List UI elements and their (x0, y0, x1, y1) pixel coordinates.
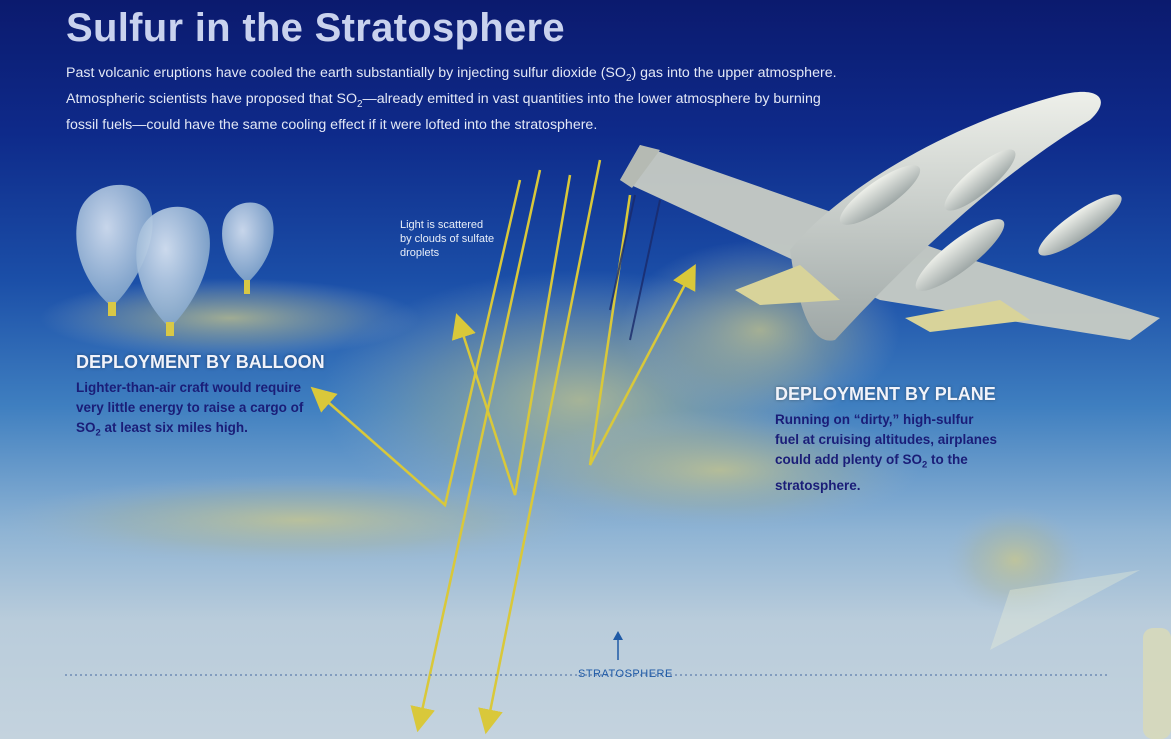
plane-heading: DEPLOYMENT BY PLANE (775, 384, 996, 404)
intro-text: Past volcanic eruptions have cooled the … (66, 65, 837, 133)
balloon-3 (222, 202, 274, 294)
balloon-2 (136, 206, 210, 336)
airplane (620, 91, 1160, 341)
corner-object (1143, 628, 1171, 739)
plane-description: Running on “dirty,” high-sulfur fuel at … (775, 412, 998, 493)
stratosphere-label: STRATOSPHERE (578, 668, 673, 680)
balloons (76, 184, 274, 336)
balloon-1 (76, 184, 153, 316)
up-arrow-icon (613, 631, 623, 660)
scatter-note: Light is scattered by clouds of sulfate … (400, 219, 495, 259)
page-title: Sulfur in the Stratosphere (66, 6, 565, 50)
balloon-description: Lighter-than-air craft would require ver… (76, 380, 304, 439)
balloon-heading: DEPLOYMENT BY BALLOON (76, 352, 325, 372)
dark-rays (609, 194, 661, 341)
sunlight-rays (310, 159, 696, 735)
ground-glare (990, 570, 1140, 650)
